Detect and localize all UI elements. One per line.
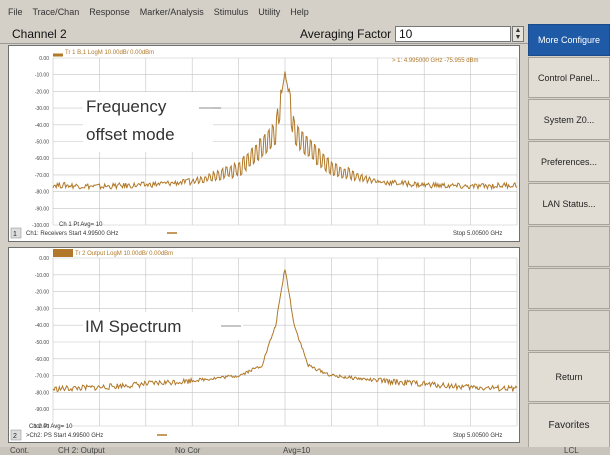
- footer-stop-1: Stop 5.00500 GHz: [453, 231, 502, 237]
- y-tick-2-7: -70.00: [35, 374, 49, 380]
- system-z0-button[interactable]: System Z0...: [528, 99, 610, 140]
- y-tick-1-5: -50.00: [35, 140, 49, 146]
- preferences-button[interactable]: Preferences...: [528, 141, 610, 182]
- y-tick-2-9: -90.00: [35, 407, 49, 413]
- averaging-factor-input[interactable]: [395, 26, 511, 42]
- grid-2: [52, 257, 518, 427]
- marker-readout-1: > 1: 4.995000 GHz -75.955 dBm: [392, 58, 479, 64]
- status-cont: Cont.: [10, 447, 30, 455]
- spin-down-icon[interactable]: ▼: [514, 34, 522, 41]
- trace-line-1: [52, 71, 518, 191]
- menu-marker-analysis[interactable]: Marker/Analysis: [139, 7, 204, 17]
- footer-start-1: Ch1: Receivers Start 4.99500 GHz: [26, 231, 118, 237]
- trace-plot-1[interactable]: 0.00 -10.00 -20.00 -30.00 -40.00 -50.00 -60.00…: [9, 46, 519, 241]
- y-tick-2-0: 0.00: [39, 256, 49, 262]
- averaging-factor-label: Averaging Factor: [300, 27, 392, 41]
- y-tick-2-1: -10.00: [35, 273, 49, 279]
- channel-index-box-2: [10, 429, 22, 441]
- y-tick-1-10: -100.00: [32, 223, 49, 229]
- menu-file[interactable]: File: [8, 7, 23, 17]
- annotation-box-2: [83, 312, 243, 340]
- y-tick-2-3: -30.00: [35, 306, 49, 312]
- annotation-box-1: [83, 92, 213, 152]
- status-bar: Cont. CH 2: Output No Cor Avg=10 LCL: [0, 447, 610, 455]
- channel-bar: Channel 2 Averaging Factor ▲▼: [0, 24, 528, 44]
- y-tick-2-5: -50.00: [35, 340, 49, 346]
- status-correction: No Cor: [175, 447, 201, 455]
- channel-index-box-1: [10, 227, 22, 239]
- y-tick-2-10: -100.00: [32, 424, 49, 430]
- y-tick-1-8: -80.00: [35, 190, 49, 196]
- trace-header-2: Tr 2 Output LogM 10.00dB/ 0.00dBm: [75, 251, 173, 257]
- status-channel: CH 2: Output: [58, 447, 105, 455]
- favorites-button[interactable]: Favorites: [528, 403, 610, 448]
- menu-bar: File Trace/Chan Response Marker/Analysis…: [0, 0, 610, 24]
- averaging-spinner[interactable]: ▲ ▼: [512, 26, 524, 42]
- channel-index-2: 2: [13, 433, 17, 440]
- y-tick-1-0: 0.00: [39, 56, 49, 62]
- y-tick-2-2: -20.00: [35, 290, 49, 296]
- trace-panel-2[interactable]: 0.00 -10.00 -20.00 -30.00 -40.00 -50.00 -60.00…: [8, 247, 520, 443]
- menu-trace-chan[interactable]: Trace/Chan: [32, 7, 80, 17]
- control-panel-button[interactable]: Control Panel...: [528, 57, 610, 98]
- y-tick-1-9: -90.00: [35, 206, 49, 212]
- y-tick-1-3: -30.00: [35, 106, 49, 112]
- trace-plot-2[interactable]: 0.00 -10.00 -20.00 -30.00 -40.00 -50.00 -60.00…: [9, 248, 519, 442]
- annotation-frequency: Frequency: [86, 97, 167, 116]
- trace-header-1: Tr 1 B,1 LogM 10.00dB/ 0.00dBm: [65, 50, 154, 56]
- softkey-empty-7[interactable]: [528, 268, 610, 309]
- menu-help[interactable]: Help: [290, 7, 309, 17]
- footer-start-2: >Ch2: PS Start 4.99500 GHz: [26, 433, 103, 439]
- status-avg: Avg=10: [283, 447, 311, 455]
- menu-utility[interactable]: Utility: [258, 7, 281, 17]
- y-tick-1-7: -70.00: [35, 173, 49, 179]
- menu-stimulus[interactable]: Stimulus: [213, 7, 249, 17]
- footer-stop-2: Stop 5.00500 GHz: [453, 433, 502, 439]
- status-lcl: LCL: [564, 447, 579, 455]
- avg-count-2: Ch 2 Pt Avg= 10: [29, 424, 73, 430]
- y-tick-2-4: -40.00: [35, 323, 49, 329]
- y-tick-1-4: -40.00: [35, 123, 49, 129]
- channel-title: Channel 2: [12, 27, 67, 41]
- channel-index-1: 1: [13, 231, 17, 238]
- trace-line-2: [52, 269, 518, 393]
- softkey-empty-8[interactable]: [528, 310, 610, 351]
- y-tick-1-2: -20.00: [35, 89, 49, 95]
- avg-count-1: Ch 1 Pt Avg= 10: [59, 222, 103, 228]
- softkey-sidebar: More Configure Control Panel... System Z…: [528, 24, 610, 448]
- annotation-offset-mode: offset mode: [86, 125, 175, 144]
- y-tick-1-1: -10.00: [35, 73, 49, 79]
- menu-response[interactable]: Response: [89, 7, 130, 17]
- spin-up-icon[interactable]: ▲: [514, 27, 522, 34]
- annotation-im-spectrum: IM Spectrum: [85, 317, 181, 336]
- more-configure-button[interactable]: More Configure: [528, 24, 610, 56]
- y-axis-labels-1: 0.00 -10.00 -20.00 -30.00 -40.00 -50.00 -60.00…: [32, 56, 49, 229]
- return-button[interactable]: Return: [528, 352, 610, 402]
- y-tick-1-6: -60.00: [35, 156, 49, 162]
- lan-status-button[interactable]: LAN Status...: [528, 183, 610, 225]
- trace-panel-1[interactable]: 0.00 -10.00 -20.00 -30.00 -40.00 -50.00 -60.00…: [8, 45, 520, 242]
- reference-marker-2: [53, 249, 73, 257]
- y-axis-labels-2: 0.00 -10.00 -20.00 -30.00 -40.00 -50.00 -60.00…: [32, 256, 49, 430]
- softkey-empty-6[interactable]: [528, 226, 610, 267]
- y-tick-2-6: -60.00: [35, 357, 49, 363]
- y-tick-2-8: -80.00: [35, 390, 49, 396]
